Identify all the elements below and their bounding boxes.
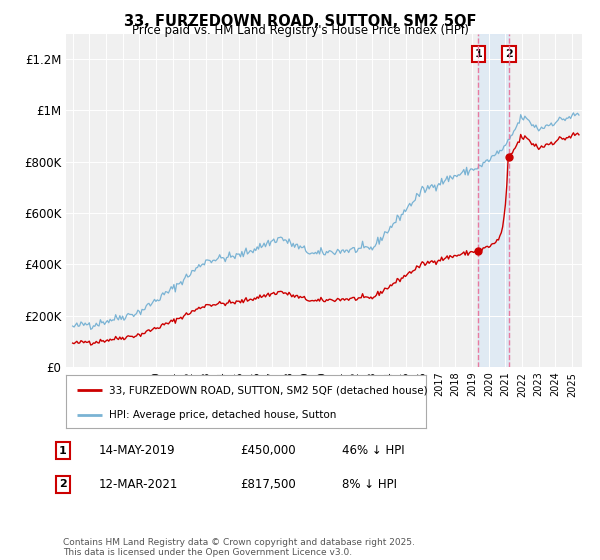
Text: 33, FURZEDOWN ROAD, SUTTON, SM2 5QF (detached house): 33, FURZEDOWN ROAD, SUTTON, SM2 5QF (det…: [109, 385, 428, 395]
Text: £450,000: £450,000: [240, 444, 296, 458]
Text: Contains HM Land Registry data © Crown copyright and database right 2025.
This d: Contains HM Land Registry data © Crown c…: [63, 538, 415, 557]
Bar: [478, 34, 509, 367]
Text: 8% ↓ HPI: 8% ↓ HPI: [342, 478, 397, 491]
Text: 14-MAY-2019: 14-MAY-2019: [99, 444, 176, 458]
Text: 2: 2: [505, 49, 513, 59]
Text: HPI: Average price, detached house, Sutton: HPI: Average price, detached house, Sutt…: [109, 410, 337, 420]
Text: £817,500: £817,500: [240, 478, 296, 491]
Text: 1: 1: [475, 49, 482, 59]
Text: 1: 1: [59, 446, 67, 456]
Text: 33, FURZEDOWN ROAD, SUTTON, SM2 5QF: 33, FURZEDOWN ROAD, SUTTON, SM2 5QF: [124, 14, 476, 29]
Text: Price paid vs. HM Land Registry's House Price Index (HPI): Price paid vs. HM Land Registry's House …: [131, 24, 469, 37]
Text: 46% ↓ HPI: 46% ↓ HPI: [342, 444, 404, 458]
Text: 12-MAR-2021: 12-MAR-2021: [99, 478, 178, 491]
Text: 2: 2: [59, 479, 67, 489]
